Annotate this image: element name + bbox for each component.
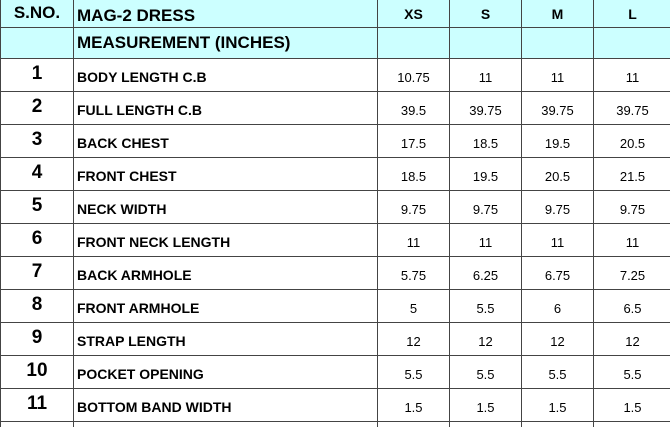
measurement-value: 18.5 [378,158,450,191]
measurement-value: 5.75 [378,257,450,290]
row-number: 11 [0,389,74,422]
measurement-value: 5.5 [378,356,450,389]
row-number: 1 [0,59,74,92]
measurement-value: 11 [450,224,522,257]
measurement-value: 9.75 [594,191,670,224]
measurement-label: BOTTOM BAND WIDTH [74,389,378,422]
measurement-value: 18.5 [450,125,522,158]
measurement-label: FRONT NECK LENGTH [74,224,378,257]
measurement-value: 20.5 [594,125,670,158]
header-blank [378,28,450,59]
measurement-value: 9.75 [378,191,450,224]
measurement-label: FRONT ARMHOLE [74,290,378,323]
measurement-label: STRAP LENGTH [74,323,378,356]
row-number: 9 [0,323,74,356]
measurement-label: BODY LENGTH C.B [74,59,378,92]
empty-cell [0,422,74,427]
row-number: 6 [0,224,74,257]
measurement-value: 11 [378,224,450,257]
measurement-value: 39.75 [522,92,594,125]
row-number: 4 [0,158,74,191]
row-number: 2 [0,92,74,125]
measurement-value: 10.75 [378,59,450,92]
title: MAG-2 DRESS [74,0,378,28]
measurement-value: 12 [522,323,594,356]
header-blank [0,28,74,59]
measurement-value: 11 [522,224,594,257]
measurement-value: 6.25 [450,257,522,290]
measurement-value: 19.5 [522,125,594,158]
measurement-value: 7.25 [594,257,670,290]
measurement-value: 11 [522,59,594,92]
measurement-value: 19.5 [450,158,522,191]
measurement-label: BACK CHEST [74,125,378,158]
measurement-value: 17.5 [378,125,450,158]
measurement-value: 1.5 [450,389,522,422]
size-header: L [594,0,670,28]
measurement-value: 39.75 [594,92,670,125]
measurement-value: 5.5 [594,356,670,389]
measurement-label: BACK ARMHOLE [74,257,378,290]
measurement-label: FULL LENGTH C.B [74,92,378,125]
measurement-value: 12 [378,323,450,356]
measurement-label: POCKET OPENING [74,356,378,389]
measurement-label: NECK WIDTH [74,191,378,224]
size-header: M [522,0,594,28]
measurement-value: 6.75 [522,257,594,290]
empty-cell [522,422,594,427]
measurement-label: FRONT CHEST [74,158,378,191]
measurement-value: 11 [450,59,522,92]
measurement-value: 5.5 [450,290,522,323]
measurement-value: 6.5 [594,290,670,323]
measurement-value: 1.5 [522,389,594,422]
measurement-value: 39.5 [378,92,450,125]
empty-cell [74,422,378,427]
measurement-value: 5.5 [522,356,594,389]
measurement-value: 20.5 [522,158,594,191]
measurement-value: 6 [522,290,594,323]
header-blank [522,28,594,59]
measurement-value: 11 [594,59,670,92]
row-number: 5 [0,191,74,224]
measurement-value: 1.5 [378,389,450,422]
measurement-value: 11 [594,224,670,257]
measurement-value: 9.75 [522,191,594,224]
size-header: XS [378,0,450,28]
sno-header: S.NO. [0,0,74,28]
measurement-value: 12 [450,323,522,356]
row-number: 8 [0,290,74,323]
row-number: 3 [0,125,74,158]
subtitle: MEASUREMENT (INCHES) [74,28,378,59]
measurement-value: 5 [378,290,450,323]
empty-cell [378,422,450,427]
size-header: S [450,0,522,28]
measurement-value: 39.75 [450,92,522,125]
row-number: 7 [0,257,74,290]
measurement-value: 1.5 [594,389,670,422]
row-number: 10 [0,356,74,389]
header-blank [450,28,522,59]
measurement-value: 9.75 [450,191,522,224]
header-blank [594,28,670,59]
measurement-value: 5.5 [450,356,522,389]
empty-cell [594,422,670,427]
measurement-value: 12 [594,323,670,356]
empty-cell [450,422,522,427]
measurement-value: 21.5 [594,158,670,191]
